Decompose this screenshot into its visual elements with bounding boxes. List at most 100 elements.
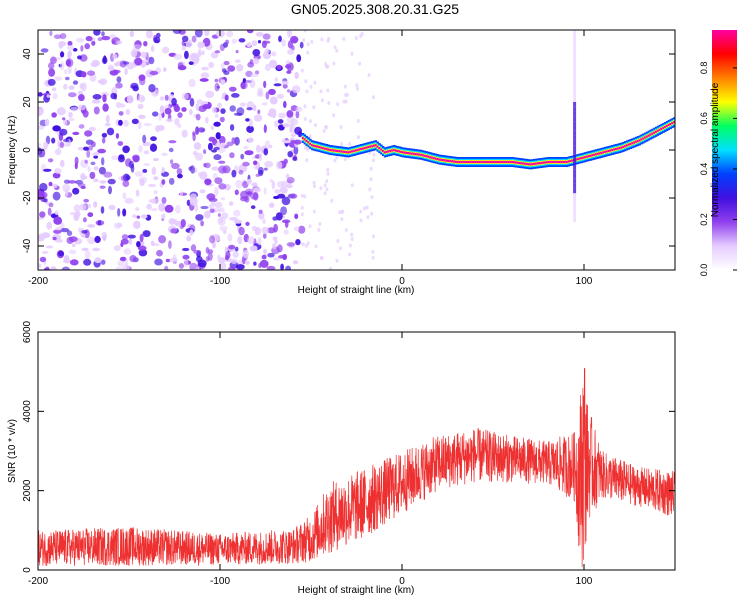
spectrogram-ridge-cell <box>482 160 485 164</box>
snr-series-line <box>38 367 675 568</box>
spectrogram-cell <box>293 146 299 155</box>
spectrogram-cell <box>285 183 293 189</box>
spectrogram-cell <box>188 61 194 65</box>
spectrogram-cell <box>166 118 173 123</box>
spectrogram-cell <box>573 198 577 203</box>
spectrogram-ridge-cell <box>429 156 432 159</box>
spectrogram-ridge-cell <box>642 137 645 140</box>
spectrogram-cell <box>319 186 323 191</box>
spectrogram-ridge-cell <box>564 160 567 164</box>
spectrogram-cell <box>218 183 227 190</box>
spectrogram-cell <box>153 36 161 44</box>
spectrogram-ridge-cell <box>569 159 572 163</box>
spectrogram-cell <box>174 221 183 227</box>
spectrogram-cell <box>100 259 106 265</box>
spectrogram-cell <box>78 104 86 111</box>
spectrogram-cell <box>164 204 174 213</box>
spectrogram-cell <box>348 243 352 248</box>
spectrogram-ridge-cell <box>309 142 312 145</box>
spectrogram-cell <box>220 108 226 114</box>
spectrogram-cell <box>243 145 249 150</box>
spectrogram-cell <box>101 35 111 41</box>
spectrogram-cell <box>239 102 247 107</box>
spectrogram-cell <box>247 61 255 68</box>
spectrogram-cell <box>59 141 65 149</box>
spectrogram-cell <box>68 111 73 118</box>
spectrogram-ridge-cell <box>340 150 343 153</box>
spectrogram-cell <box>58 41 66 47</box>
spectrogram-ridge-cell <box>544 161 547 164</box>
spectrogram-cell <box>254 226 261 236</box>
spectrogram-cell <box>154 258 163 266</box>
spectrogram-ridge-cell <box>473 160 476 164</box>
spectrogram-cell <box>281 219 291 224</box>
spectrogram-ridge-cell <box>658 128 661 131</box>
spectrogram-ridge-cell <box>378 147 381 150</box>
spectrogram-cell <box>269 59 278 69</box>
spectrogram-ridge-cell <box>656 129 660 132</box>
spectrogram-ridge-cell <box>498 160 501 164</box>
spectrogram-cell <box>272 236 278 241</box>
spectrogram-cell <box>134 57 143 66</box>
spectrogram-ridge-cell <box>640 138 643 141</box>
spectrogram-cell <box>55 239 63 243</box>
spectrogram-cell <box>156 32 161 39</box>
spectrogram-cell <box>101 56 108 65</box>
spectrogram-cell <box>39 182 48 192</box>
spectrogram-cell <box>282 140 291 144</box>
spectrogram-cell <box>126 95 134 104</box>
spectrogram-ridge-cell <box>372 144 376 147</box>
spectrogram-ridge-cell <box>449 159 452 163</box>
spectrogram-cell <box>238 38 246 43</box>
spectrogram-cell <box>342 37 346 41</box>
spectrogram-cell <box>137 245 147 251</box>
spectrogram-cell <box>312 180 316 185</box>
spectrogram-ridge-cell <box>571 159 574 162</box>
spectrogram-cell <box>290 118 299 126</box>
spectrogram-cell <box>333 158 337 163</box>
spectrogram-cell <box>217 102 222 109</box>
spectrogram-cell <box>318 222 322 227</box>
snr-ylabel: SNR (10 * v/v) <box>7 419 18 483</box>
spectrogram-ridge-cell <box>635 140 638 143</box>
spectrogram-cell <box>98 166 106 175</box>
spectrogram-ridge-cell <box>649 133 652 136</box>
spectrogram-cell <box>317 227 321 232</box>
spectrogram-cell <box>86 149 91 158</box>
spectrogram-cell <box>325 179 329 184</box>
spectrogram-cell <box>97 37 103 41</box>
spectrogram-cell <box>67 180 77 184</box>
spectrogram-cell <box>246 179 251 186</box>
spectrogram-ridge-cell <box>491 160 494 164</box>
spectrogram-cell <box>99 185 106 189</box>
spectrogram-cell <box>161 213 166 219</box>
spectrogram-xtick-label: -200 <box>28 276 48 287</box>
spectrogram-cell <box>257 40 262 44</box>
spectrogram-cell <box>573 68 577 74</box>
spectrogram-cell <box>286 110 294 118</box>
spectrogram-cell <box>276 93 284 99</box>
spectrogram-cell <box>194 30 203 38</box>
spectrogram-cell <box>121 175 125 182</box>
spectrogram-ridge-cell <box>525 162 529 165</box>
spectrogram-cell <box>573 188 577 194</box>
spectrogram-ytick-label: -40 <box>22 238 33 253</box>
spectrogram-cell <box>101 132 108 138</box>
spectrogram-ridge-cell <box>516 161 520 164</box>
spectrogram-ridge-cell <box>369 145 372 148</box>
spectrogram-cell <box>573 49 577 54</box>
spectrogram-cell <box>327 101 331 105</box>
spectrogram-cell <box>253 187 261 193</box>
spectrogram-cell <box>231 93 240 98</box>
spectrogram-cell <box>191 35 197 43</box>
spectrogram-cell <box>200 72 210 79</box>
spectrogram-cell <box>314 244 318 249</box>
spectrogram-cell <box>255 144 261 153</box>
spectrogram-ridge-cell <box>462 160 465 164</box>
spectrogram-cell <box>287 40 293 49</box>
spectrogram-cell <box>234 59 241 63</box>
spectrogram-cell <box>152 111 159 117</box>
spectrogram-cell <box>99 78 108 85</box>
spectrogram-cell <box>281 180 287 188</box>
spectrogram-cell <box>93 155 99 159</box>
